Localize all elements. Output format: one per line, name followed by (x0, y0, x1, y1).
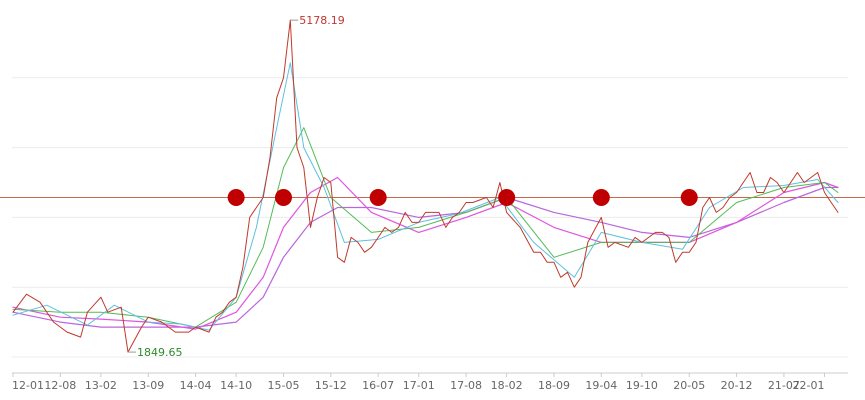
x-tick-label: 21-07 (768, 379, 800, 392)
annotation-label: 5178.19 (299, 14, 345, 27)
annotations-group: 5178.19 1849.65 (127, 14, 345, 359)
series-group (12, 19, 839, 353)
price-line (12, 19, 839, 353)
x-tick-label: 22-01 (793, 379, 825, 392)
x-axis: 12-01 12-08 13-02 13-09 14-04 14-10 15-05 15-12… (12, 372, 848, 392)
x-tick-label: 18-02 (491, 379, 523, 392)
crossing-marker (498, 188, 516, 206)
x-tick-label: 12-01 (12, 379, 44, 392)
x-tick-label: 14-10 (220, 379, 252, 392)
crossing-marker (227, 188, 245, 206)
x-tick-label: 17-08 (450, 379, 482, 392)
ma-fast-line (12, 62, 839, 331)
x-tick-label: 12-08 (44, 379, 76, 392)
x-tick-label: 15-12 (315, 379, 347, 392)
x-tick-label: 18-09 (538, 379, 570, 392)
crossing-marker (274, 188, 292, 206)
x-tick-label: 15-05 (268, 379, 300, 392)
x-tick-label: 20-12 (721, 379, 753, 392)
markers-group (227, 188, 698, 206)
ma-long-line (12, 186, 839, 328)
annotation-label: 1849.65 (137, 346, 183, 359)
ma-slow-line (12, 176, 839, 330)
x-tick-label: 19-10 (626, 379, 658, 392)
x-tick-label: 17-01 (403, 379, 435, 392)
x-tick-label: 20-05 (673, 379, 705, 392)
crossing-marker (680, 188, 698, 206)
crossing-marker (369, 188, 387, 206)
grid (12, 77, 848, 358)
x-tick-label: 13-02 (85, 379, 117, 392)
crossing-marker (592, 188, 610, 206)
ma-mid-line (12, 127, 839, 328)
x-tick-label: 19-04 (585, 379, 617, 392)
x-tick-label: 13-09 (132, 379, 164, 392)
x-tick-label: 16-07 (362, 379, 394, 392)
x-tick-label: 14-04 (180, 379, 212, 392)
